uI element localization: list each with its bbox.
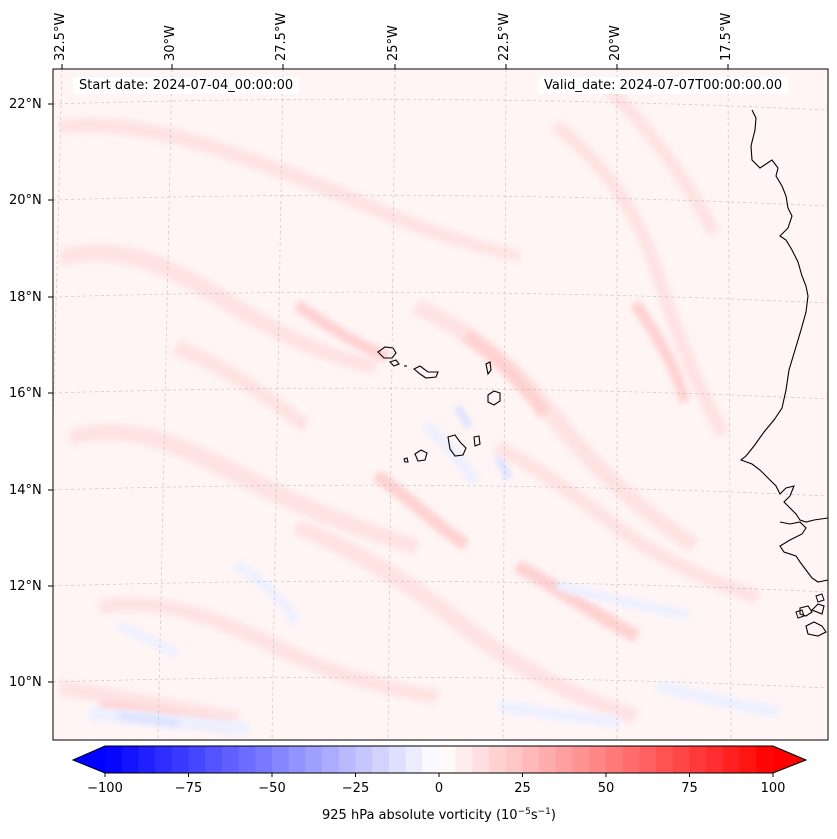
valid-date-label: Valid_date: 2024-07-07T00:00:00.00: [538, 77, 789, 94]
colorbar-tick-75: 75: [681, 781, 698, 796]
lon-label-25w: 25°W: [386, 25, 401, 61]
colorbar-tick-minus50: −50: [258, 781, 286, 796]
island-sao-nicolau: [413, 365, 439, 379]
lon-label-27-5w: 27.5°W: [274, 12, 289, 61]
island-santo-antao: [377, 346, 397, 359]
colorbar-title: 925 hPa absolute vorticity (10−5s−1): [322, 808, 556, 824]
graticule-latitudes: [53, 98, 828, 689]
lon-label-17-5w: 17.5°W: [719, 12, 734, 61]
lat-label-10n: 10°N: [9, 675, 42, 690]
lat-label-14n: 14°N: [9, 483, 42, 498]
lat-label-22n: 22°N: [9, 97, 42, 112]
colorbar-tick-100: 100: [760, 781, 786, 796]
colorbar-title-exp1: −5: [517, 807, 531, 817]
island-brava: [403, 457, 409, 463]
island-sao-vicente: [388, 359, 400, 367]
colorbar-title-exp2: −1: [537, 807, 551, 817]
colorbar-tick-0: 0: [434, 781, 444, 796]
lon-label-20w: 20°W: [608, 25, 623, 61]
island-fogo: [414, 449, 428, 462]
lon-label-22-5w: 22.5°W: [497, 12, 512, 61]
lon-label-32-5w: 32.5°W: [53, 12, 68, 61]
graticule-longitudes: [53, 69, 732, 740]
west-africa-coastline: [739, 109, 828, 637]
lat-label-18n: 18°N: [9, 290, 42, 305]
island-maio: [473, 435, 481, 447]
cape-verde-islands: [377, 346, 501, 463]
colorbar-tick-minus25: −25: [341, 781, 370, 796]
lon-label-30w: 30°W: [163, 25, 178, 61]
colorbar-tick-minus100: −100: [87, 781, 123, 796]
vorticity-field-background: [53, 69, 828, 740]
colorbar-tick-minus75: −75: [174, 781, 203, 796]
island-santiago: [447, 434, 467, 457]
lat-label-20n: 20°N: [9, 193, 42, 208]
lat-ticks: [48, 103, 53, 683]
colorbar-title-mid: s: [530, 808, 538, 823]
island-boa-vista: [487, 390, 501, 406]
lon-ticks: [61, 64, 729, 69]
colorbar-tick-50: 50: [597, 781, 615, 796]
colorbar-tick-25: 25: [514, 781, 531, 796]
lat-label-16n: 16°N: [9, 386, 42, 401]
start-date-label: Start date: 2024-07-04_00:00:00: [73, 77, 300, 94]
colorbar-title-text: 925 hPa absolute vorticity (10: [322, 808, 518, 823]
colorbar-title-end: ): [550, 808, 556, 823]
lat-label-12n: 12°N: [9, 579, 42, 594]
bijagos-islands: [795, 593, 825, 619]
strong-negative-vorticity: [118, 405, 512, 728]
island-sal: [485, 361, 492, 376]
